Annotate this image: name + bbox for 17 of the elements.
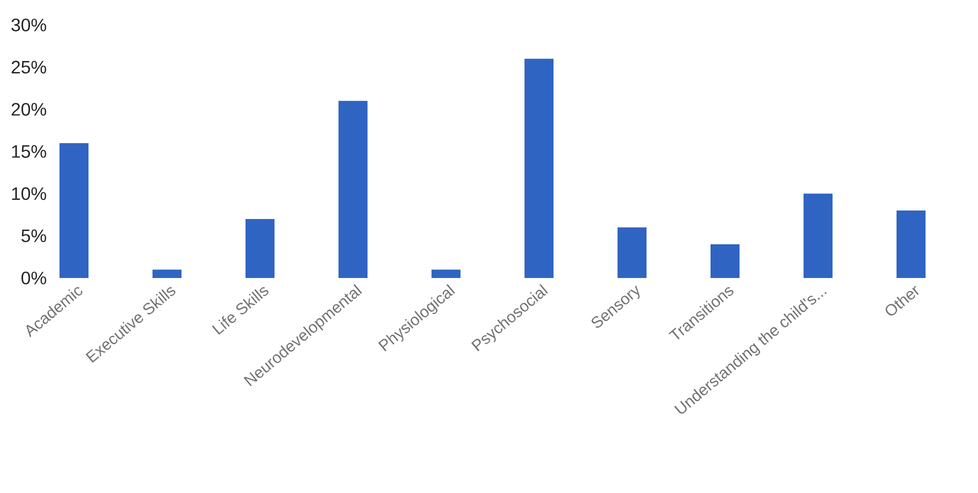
bar [432, 270, 461, 278]
y-tick-label: 10% [12, 187, 46, 200]
y-tick-label: 25% [12, 60, 46, 74]
bar [246, 218, 275, 278]
y-tick-label: 30% [11, 18, 46, 32]
y-tick-label: 20% [12, 102, 46, 116]
bar [896, 210, 926, 278]
y-tick-label: 15% [12, 145, 46, 158]
bar [152, 270, 182, 278]
y-tick-label: 0% [21, 272, 46, 284]
bar [710, 244, 740, 278]
bar [524, 58, 554, 278]
y-tick-label: 5% [21, 230, 46, 242]
bar [804, 194, 833, 278]
bar [338, 100, 368, 278]
bar [618, 227, 647, 278]
bar [60, 143, 88, 278]
